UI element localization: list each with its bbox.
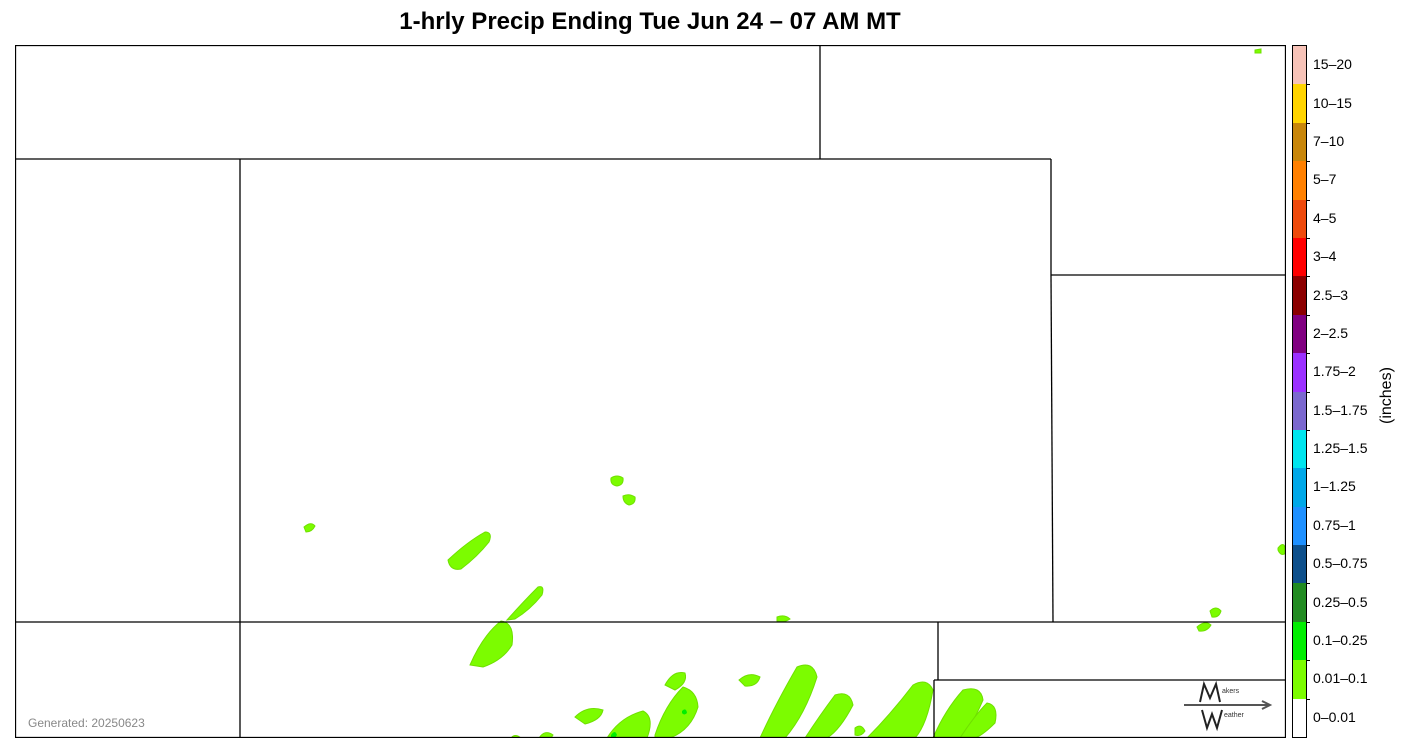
colorbar-tick (1306, 276, 1310, 278)
colorbar-tick (1306, 506, 1310, 508)
colorbar-swatch (1293, 429, 1306, 469)
colorbar-swatch (1293, 276, 1306, 316)
colorbar-label: 4–5 (1313, 209, 1337, 226)
colorbar-label: 0–0.01 (1313, 708, 1356, 725)
precip-patch (1196, 622, 1212, 632)
colorbar-label: 15–20 (1313, 56, 1352, 73)
colorbar-label: 10–15 (1313, 94, 1352, 111)
precip-patch-heavy (682, 709, 687, 715)
generated-date: Generated: 20250623 (28, 716, 145, 730)
colorbar-label: 1.75–2 (1313, 363, 1356, 380)
colorbar-swatch (1293, 161, 1306, 201)
colorbar-tick (1306, 698, 1310, 700)
colorbar-label: 0.1–0.25 (1313, 632, 1368, 649)
precip-patch (505, 586, 544, 621)
colorbar-label: 1.5–1.75 (1313, 401, 1368, 418)
precip-patch (664, 672, 686, 691)
colorbar-tick (1306, 84, 1310, 86)
colorbar-swatch (1293, 122, 1306, 162)
colorbar-tick (1306, 583, 1310, 585)
colorbar-tick (1306, 161, 1310, 163)
makers-weather-logo: akers eather (1180, 680, 1274, 732)
map-title: 1-hrly Precip Ending Tue Jun 24 – 07 AM … (399, 8, 901, 35)
precip-patch (854, 725, 866, 736)
colorbar-label: 1.25–1.5 (1313, 440, 1368, 457)
colorbar-tick (1306, 122, 1310, 124)
colorbar-tick (1306, 391, 1310, 393)
precip-patch (447, 531, 491, 570)
colorbar-label: 7–10 (1313, 132, 1345, 149)
colorbar-swatch (1293, 621, 1306, 661)
colorbar-swatch (1293, 698, 1306, 738)
logo-top-text: akers (1222, 688, 1240, 695)
colorbar-tick (1306, 353, 1310, 355)
colorbar-tick (1306, 660, 1310, 662)
precip-patch (469, 620, 513, 668)
logo-graphic (1184, 680, 1273, 732)
colorbar-label: 2–2.5 (1313, 324, 1349, 341)
precip-patch-heavy (611, 732, 617, 738)
precip-patch (1209, 607, 1222, 618)
colorbar-tick (1306, 199, 1310, 201)
precip-patch (776, 615, 791, 623)
precip-heavier (611, 709, 687, 738)
colorbar-tick (1306, 468, 1310, 470)
colorbar-label: 0.01–0.1 (1313, 670, 1368, 687)
colorbar-swatch (1293, 468, 1306, 508)
colorbar-swatch (1293, 391, 1306, 431)
precip-patch (654, 686, 699, 738)
precip-patch (574, 708, 604, 725)
precip-patch (1277, 543, 1286, 555)
colorbar-tick (1306, 545, 1310, 547)
precip-areas (303, 48, 1286, 738)
colorbar-label: 0.25–0.5 (1313, 593, 1368, 610)
colorbar (1292, 45, 1307, 738)
precip-patch (606, 710, 651, 738)
state-boundaries (15, 45, 1286, 738)
colorbar-label: 1–1.25 (1313, 478, 1356, 495)
colorbar-tick (1306, 429, 1310, 431)
precip-patch (1254, 48, 1262, 54)
colorbar-swatch (1293, 583, 1306, 623)
colorbar-swatch (1293, 84, 1306, 124)
colorbar-swatch (1293, 237, 1306, 277)
precip-patch (538, 732, 554, 738)
colorbar-label: 0.75–1 (1313, 516, 1356, 533)
colorbar-swatch (1293, 506, 1306, 546)
precip-patch (303, 523, 316, 533)
precip-patch (866, 681, 934, 738)
precip-patch (759, 664, 818, 738)
precip-patch (622, 494, 636, 506)
colorbar-label: 0.5–0.75 (1313, 555, 1368, 572)
colorbar-swatch (1293, 545, 1306, 584)
precip-patch (610, 475, 624, 487)
map-canvas (15, 45, 1286, 738)
colorbar-label: 2.5–3 (1313, 286, 1349, 303)
colorbar-tick (1306, 314, 1310, 316)
precip-patch (959, 702, 997, 738)
colorbar-swatch (1293, 314, 1306, 354)
colorbar-label: 5–7 (1313, 171, 1337, 188)
units-label: (inches) (1378, 367, 1395, 424)
precip-patch (804, 693, 854, 738)
colorbar-swatch (1293, 353, 1306, 392)
colorbar-swatch (1293, 660, 1306, 700)
logo-bottom-text: eather (1224, 712, 1244, 719)
precip-map (15, 45, 1286, 738)
colorbar-swatch (1293, 199, 1306, 239)
precip-patch (738, 674, 761, 687)
colorbar-tick (1306, 237, 1310, 239)
colorbar-swatch (1293, 46, 1306, 85)
colorbar-tick (1306, 621, 1310, 623)
colorbar-label: 3–4 (1313, 248, 1337, 265)
